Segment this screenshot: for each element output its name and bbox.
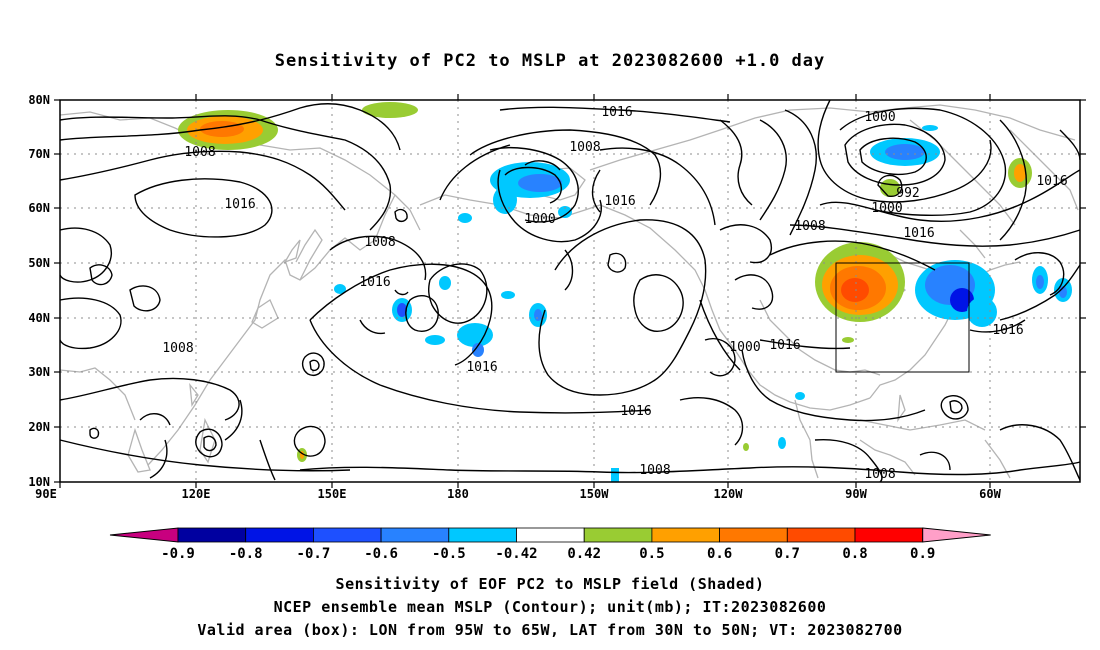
colorbar-label: -0.7 bbox=[297, 546, 331, 562]
colorbar-label: -0.9 bbox=[161, 546, 195, 562]
longitude-labels: 90E 120E 150E 180 150W 120W 90W 60W bbox=[35, 487, 1001, 501]
map-title: Sensitivity of PC2 to MSLP at 2023082600… bbox=[274, 51, 826, 71]
colorbar-label: 0.9 bbox=[910, 546, 935, 562]
contour-label: 1000 bbox=[864, 110, 895, 125]
colorbar-segment bbox=[245, 527, 314, 543]
lat-label: 50N bbox=[28, 256, 50, 270]
lon-label: 60W bbox=[979, 487, 1001, 501]
contour-label: 1016 bbox=[359, 275, 390, 290]
contour-label: 1000 bbox=[524, 212, 555, 227]
lat-label: 10N bbox=[28, 475, 50, 489]
contour-label: 1016 bbox=[769, 338, 800, 353]
colorbar-label: 0.7 bbox=[775, 546, 800, 562]
map-frame bbox=[59, 99, 1081, 483]
lon-label: 120E bbox=[182, 487, 211, 501]
colorbar-label: 0.8 bbox=[842, 546, 867, 562]
contour-label: 1000 bbox=[729, 340, 760, 355]
lat-label: 20N bbox=[28, 420, 50, 434]
contour-label: 1008 bbox=[639, 463, 670, 478]
contour-label: 1008 bbox=[569, 140, 600, 155]
contour-label: 1016 bbox=[992, 323, 1023, 338]
colorbar-segment bbox=[448, 527, 517, 543]
contour-label: 1016 bbox=[604, 194, 635, 209]
shade-pos-arctic bbox=[362, 102, 418, 118]
contour-label: 1016 bbox=[1036, 174, 1067, 189]
valid-area-box bbox=[835, 262, 970, 373]
contour-label: 1008 bbox=[794, 219, 825, 234]
footer-line-2: NCEP ensemble mean MSLP (Contour); unit(… bbox=[273, 598, 827, 616]
colorbar-label: -0.8 bbox=[229, 546, 263, 562]
contour-label: 1016 bbox=[620, 404, 651, 419]
lon-label: 90E bbox=[35, 487, 57, 501]
colorbar-segment bbox=[583, 527, 653, 543]
colorbar-high-arrow bbox=[922, 527, 991, 543]
sensitivity-shading bbox=[178, 102, 1072, 482]
contour-label: 1008 bbox=[162, 341, 193, 356]
colorbar-segment bbox=[786, 527, 856, 543]
colorbar-segment bbox=[854, 527, 924, 543]
contour-label: 1008 bbox=[364, 235, 395, 250]
lon-label: 180 bbox=[447, 487, 469, 501]
contour-label: 1016 bbox=[224, 197, 255, 212]
contour-label: 1000 bbox=[871, 201, 902, 216]
lon-label: 150E bbox=[318, 487, 347, 501]
contour-label: 1008 bbox=[864, 467, 895, 482]
lat-label: 30N bbox=[28, 365, 50, 379]
contour-label: 1016 bbox=[601, 105, 632, 120]
colorbar-label: -0.6 bbox=[364, 546, 398, 562]
lat-label: 70N bbox=[28, 147, 50, 161]
lon-label: 120W bbox=[714, 487, 744, 501]
colorbar-segment bbox=[651, 527, 721, 543]
colorbar-segment bbox=[312, 527, 382, 543]
shade-neg-pacific-2 bbox=[457, 323, 493, 347]
colorbar-low-arrow bbox=[109, 527, 179, 543]
lon-label: 90W bbox=[845, 487, 867, 501]
latitude-labels: 80N 70N 60N 50N 40N 30N 20N 10N bbox=[28, 93, 50, 489]
colorbar-label: 0.42 bbox=[567, 546, 601, 562]
colorbar-label: 0.6 bbox=[707, 546, 732, 562]
lat-label: 60N bbox=[28, 201, 50, 215]
colorbar-label: -0.42 bbox=[495, 546, 537, 562]
contour-label: 1016 bbox=[903, 226, 934, 241]
contour-label: 1016 bbox=[466, 360, 497, 375]
contour-label: 992 bbox=[896, 186, 919, 201]
colorbar-segment bbox=[177, 527, 247, 543]
footer-line-3: Valid area (box): LON from 95W to 65W, L… bbox=[197, 621, 903, 639]
contour-label: 1008 bbox=[184, 145, 215, 160]
lat-label: 80N bbox=[28, 93, 50, 107]
lat-lon-grid bbox=[60, 100, 1080, 482]
colorbar: -0.9 -0.8 -0.7 -0.6 -0.5 -0.42 0.42 0.5 0.6 0.7 0.… bbox=[109, 527, 991, 562]
lon-label: 150W bbox=[580, 487, 610, 501]
colorbar-segment bbox=[516, 527, 585, 543]
lat-label: 40N bbox=[28, 311, 50, 325]
contour-labels: 1016 1008 1016 1008 1016 1008 1016 1008 … bbox=[162, 105, 1067, 482]
colorbar-segment bbox=[719, 527, 788, 543]
mslp-contours bbox=[59, 99, 1081, 483]
footer-line-1: Sensitivity of EOF PC2 to MSLP field (Sh… bbox=[335, 575, 765, 593]
tick-marks bbox=[54, 94, 1086, 488]
colorbar-label: 0.5 bbox=[639, 546, 664, 562]
colorbar-label: -0.5 bbox=[432, 546, 466, 562]
colorbar-segment bbox=[380, 527, 450, 543]
